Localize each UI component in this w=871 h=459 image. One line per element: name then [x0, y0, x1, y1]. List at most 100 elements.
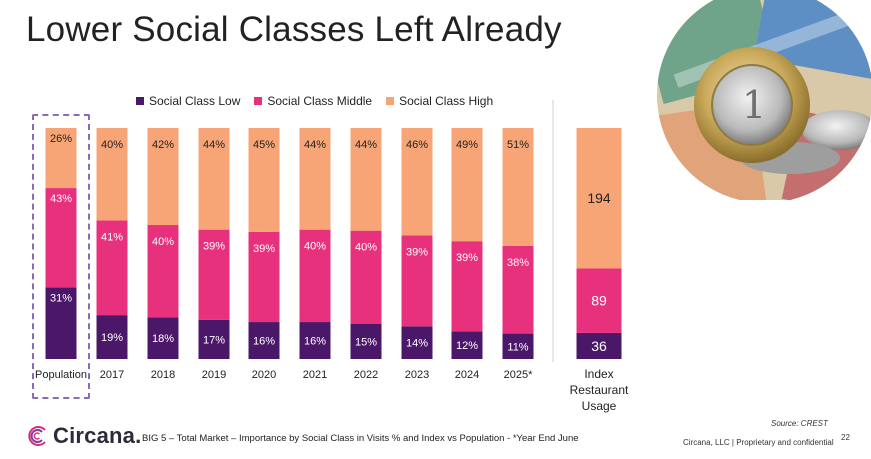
data-label-low: 14%: [406, 338, 428, 350]
data-label-middle: 38%: [507, 257, 529, 269]
bar-segment-high: [248, 128, 280, 232]
index-bar-segment-low: [576, 332, 622, 359]
index-data-label-middle: 89: [591, 293, 607, 309]
bar-segment-middle: [299, 229, 331, 323]
data-label-middle: 40%: [304, 241, 326, 253]
bar-segment-high: [401, 128, 433, 236]
x-tick-label: 2021: [303, 369, 327, 381]
legend-swatch-middle: [254, 97, 263, 105]
data-label-high: 46%: [406, 139, 428, 151]
circana-logo: Circana.: [26, 423, 141, 449]
bar-segment-middle: [350, 230, 382, 324]
data-label-high: 44%: [355, 139, 377, 151]
data-label-high: 51%: [507, 139, 529, 151]
data-label-middle: 39%: [406, 246, 428, 258]
bar-segment-low: [401, 326, 433, 359]
euro-coin-image: 1: [657, 0, 871, 200]
data-label-high: 42%: [152, 139, 174, 151]
data-label-low: 15%: [355, 337, 377, 349]
data-label-middle: 40%: [152, 236, 174, 248]
footnote: BIG 5 – Total Market – Importance by Soc…: [142, 433, 579, 444]
data-label-high: 49%: [456, 139, 478, 151]
index-data-label-low: 36: [591, 338, 607, 354]
data-label-low: 12%: [456, 340, 478, 352]
bar-segment-low: [350, 324, 382, 359]
population-highlight-box: [32, 114, 90, 399]
bar-segment-middle: [502, 245, 534, 334]
data-label-middle: 40%: [355, 242, 377, 254]
bar-segment-middle: [451, 241, 483, 332]
x-tick-label: 2025*: [504, 369, 533, 381]
bar-segment-low: [299, 322, 331, 359]
bar-segment-middle: [401, 235, 433, 327]
bar-segment-middle: [198, 229, 230, 320]
bar-segment-middle: [248, 231, 280, 323]
page-number: 22: [841, 433, 850, 442]
index-category-label: Usage: [582, 399, 617, 413]
data-label-low: 19%: [101, 332, 123, 344]
data-label-high: 40%: [101, 139, 123, 151]
source-note: Source: CREST: [771, 419, 828, 428]
x-tick-label: 2017: [100, 369, 124, 381]
data-label-high: 26%: [50, 133, 72, 145]
legend-label-middle: Social Class Middle: [267, 94, 373, 108]
bar-segment-middle: [147, 225, 179, 318]
data-label-high: 45%: [253, 139, 275, 151]
data-label-low: 17%: [203, 334, 225, 346]
bar-segment-middle: [45, 188, 77, 288]
data-label-low: 11%: [507, 341, 528, 353]
bar-segment-high: [350, 128, 382, 231]
data-label-middle: 39%: [203, 241, 225, 253]
x-tick-label: 2020: [252, 369, 276, 381]
data-label-low: 16%: [304, 336, 326, 348]
legend-item-high: Social Class High: [386, 94, 493, 108]
data-label-high: 44%: [304, 139, 326, 151]
index-data-label-high: 194: [587, 190, 611, 206]
svg-text:1: 1: [742, 83, 766, 127]
data-label-low: 31%: [50, 292, 72, 304]
chart-legend: Social Class Low Social Class Middle Soc…: [136, 94, 493, 108]
index-category-label: Index: [584, 367, 613, 381]
bar-segment-low: [198, 319, 230, 359]
legend-swatch-low: [136, 97, 144, 105]
legend-label-low: Social Class Low: [149, 94, 241, 108]
index-bar-segment-middle: [576, 268, 622, 333]
bar-segment-low: [96, 315, 128, 359]
x-tick-label: 2024: [455, 369, 479, 381]
legend-item-low: Social Class Low: [136, 94, 240, 108]
bar-segment-high: [502, 128, 534, 246]
bar-segment-high: [198, 128, 230, 230]
circana-logo-icon: [28, 426, 46, 446]
x-tick-label: 2018: [151, 369, 175, 381]
legend-item-middle: Social Class Middle: [254, 94, 372, 108]
confidential-note: Circana, LLC | Proprietary and confident…: [683, 438, 834, 447]
x-tick-label: 2023: [405, 369, 429, 381]
legend-label-high: Social Class High: [399, 94, 494, 108]
data-label-middle: 43%: [50, 193, 72, 205]
bar-segment-high: [299, 128, 331, 230]
circana-logo-text: Circana.: [53, 423, 142, 448]
x-tick-label: 2022: [354, 369, 378, 381]
bar-segment-high: [96, 128, 128, 221]
page-title: Lower Social Classes Left Already: [26, 10, 562, 49]
data-label-middle: 41%: [101, 231, 123, 243]
data-label-middle: 39%: [253, 243, 275, 255]
x-tick-label: Population: [35, 369, 87, 381]
bar-segment-middle: [96, 220, 128, 316]
bar-segment-low: [248, 322, 280, 359]
data-label-high: 44%: [203, 139, 225, 151]
data-label-low: 16%: [253, 336, 275, 348]
data-label-low: 18%: [152, 333, 174, 345]
bar-segment-high: [451, 128, 483, 242]
bar-segment-low: [147, 317, 179, 359]
bar-segment-low: [45, 287, 77, 359]
bar-segment-low: [502, 333, 534, 359]
index-category-label: Restaurant: [570, 383, 629, 397]
index-bar-segment-high: [576, 128, 622, 269]
x-tick-label: 2019: [202, 369, 226, 381]
bar-segment-high: [147, 128, 179, 226]
legend-swatch-high: [386, 97, 395, 105]
bar-segment-high: [45, 128, 77, 189]
bar-segment-low: [451, 331, 483, 359]
